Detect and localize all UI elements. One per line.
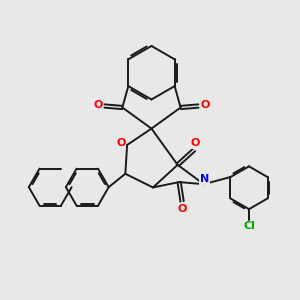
Text: Cl: Cl bbox=[243, 221, 255, 231]
Text: N: N bbox=[200, 174, 209, 184]
Text: O: O bbox=[200, 100, 210, 110]
Text: O: O bbox=[191, 139, 200, 148]
Text: O: O bbox=[93, 100, 103, 110]
Text: O: O bbox=[177, 204, 187, 214]
Text: O: O bbox=[116, 139, 126, 148]
